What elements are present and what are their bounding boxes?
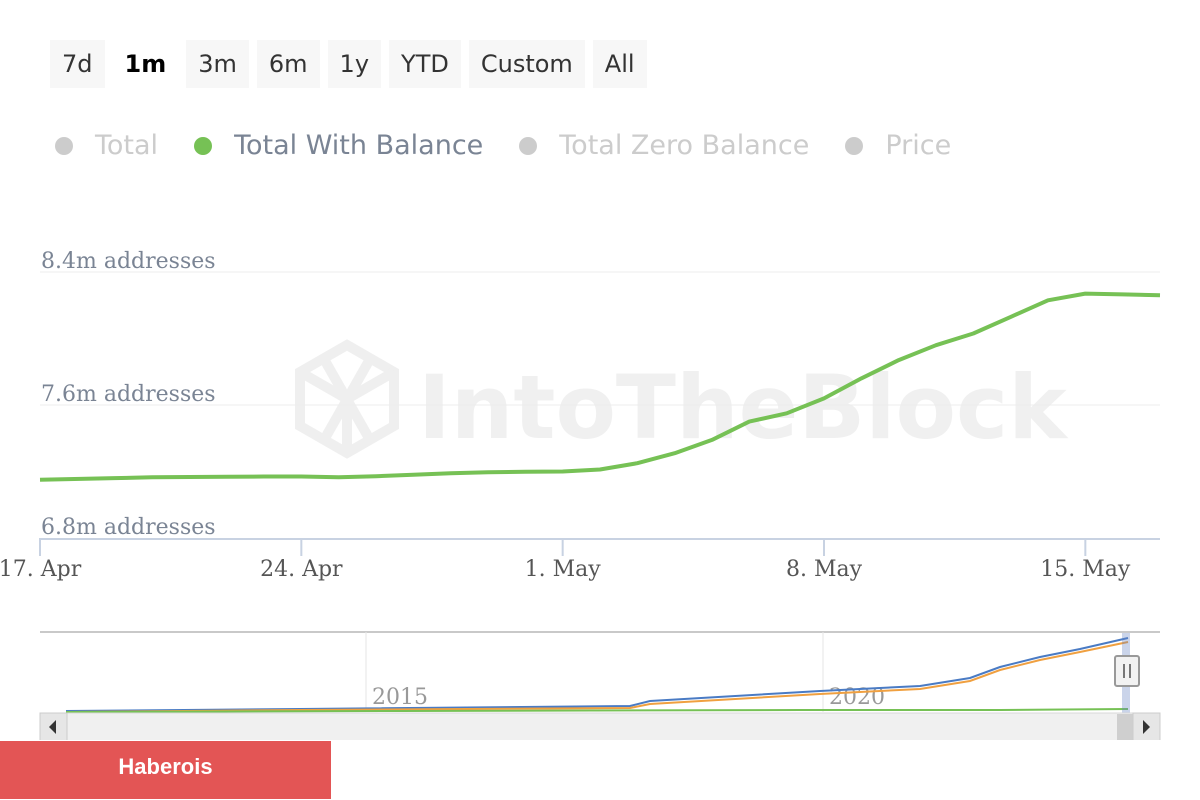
line-chart: IntoTheBlock 8.4m addresses 7.6m addresse… bbox=[0, 249, 1161, 740]
legend-item-total[interactable]: Total bbox=[55, 130, 158, 161]
y-tick-label: 7.6m addresses bbox=[41, 382, 216, 407]
x-axis: 17. Apr 24. Apr 1. May 8. May 15. May bbox=[0, 538, 1160, 582]
range-selector: 7d 1m 3m 6m 1y YTD Custom All bbox=[50, 40, 647, 88]
y-tick-label: 6.8m addresses bbox=[41, 515, 216, 540]
x-tick-label: 8. May bbox=[786, 557, 863, 582]
chevron-right-icon bbox=[1143, 720, 1150, 734]
footer-badge: Haberois bbox=[0, 741, 331, 799]
range-button-all[interactable]: All bbox=[592, 40, 647, 88]
y-axis: 8.4m addresses 7.6m addresses 6.8m address… bbox=[41, 249, 216, 540]
range-button-3m[interactable]: 3m bbox=[186, 40, 249, 88]
range-button-7d[interactable]: 7d bbox=[50, 40, 105, 88]
legend-label: Total bbox=[95, 130, 159, 161]
x-tick-label: 17. Apr bbox=[0, 557, 82, 582]
range-button-ytd[interactable]: YTD bbox=[389, 40, 461, 88]
legend-label: Total With Balance bbox=[234, 130, 484, 161]
navigator: 2015 2020 bbox=[39, 631, 1161, 740]
watermark: IntoTheBlock bbox=[295, 339, 1069, 459]
legend-marker bbox=[55, 136, 73, 155]
y-tick-label: 8.4m addresses bbox=[41, 249, 216, 274]
chart-legend: Total Total With Balance Total Zero Balanc… bbox=[55, 130, 987, 161]
chevron-left-icon bbox=[49, 720, 56, 734]
legend-marker bbox=[845, 136, 864, 155]
x-tick-label: 24. Apr bbox=[260, 557, 343, 582]
legend-item-total-with-balance[interactable]: Total With Balance bbox=[194, 130, 483, 161]
navigator-handle[interactable] bbox=[1114, 655, 1140, 687]
legend-item-total-zero-balance[interactable]: Total Zero Balance bbox=[519, 130, 809, 161]
range-button-6m[interactable]: 6m bbox=[256, 40, 320, 88]
x-tick-label: 15. May bbox=[1040, 557, 1131, 582]
gridlines bbox=[40, 271, 1160, 406]
series-line bbox=[39, 291, 1161, 482]
legend-item-price[interactable]: Price bbox=[845, 130, 951, 161]
range-button-1m[interactable]: 1m bbox=[112, 40, 179, 88]
scrollbar-track bbox=[39, 712, 1161, 740]
watermark-text: IntoTheBlock bbox=[418, 356, 1069, 459]
legend-label: Total Zero Balance bbox=[559, 130, 810, 161]
range-button-1y[interactable]: 1y bbox=[327, 40, 382, 88]
range-button-custom[interactable]: Custom bbox=[468, 40, 585, 88]
legend-marker bbox=[519, 136, 538, 155]
legend-label: Price bbox=[885, 130, 952, 161]
navigator-series-line bbox=[65, 708, 1129, 713]
navigator-series-line bbox=[65, 641, 1129, 713]
navigator-year-label: 2015 bbox=[372, 685, 428, 710]
x-tick-label: 1. May bbox=[525, 557, 602, 582]
legend-marker bbox=[194, 136, 213, 155]
series-layer bbox=[39, 291, 1161, 482]
navigator-series-line bbox=[65, 637, 1129, 712]
scrollbar-thumb[interactable] bbox=[1117, 714, 1133, 740]
